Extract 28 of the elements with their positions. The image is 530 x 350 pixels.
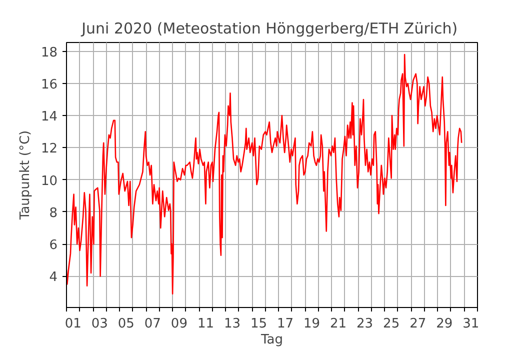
y-tick-label: 8 bbox=[49, 206, 58, 221]
x-tick-label: 11 bbox=[197, 316, 214, 332]
x-tick-label: 15 bbox=[250, 316, 268, 332]
x-tick-label: 19 bbox=[304, 316, 320, 332]
x-tick-label: 31 bbox=[462, 316, 480, 332]
x-tick-label: 17 bbox=[276, 316, 294, 332]
y-tick-label: 10 bbox=[40, 174, 58, 189]
line-series bbox=[66, 54, 462, 294]
x-tick-label: 03 bbox=[91, 316, 108, 332]
y-tick-label: 6 bbox=[49, 238, 58, 254]
y-tick-label: 18 bbox=[40, 45, 58, 60]
x-tick-label: 13 bbox=[224, 316, 240, 332]
x-tick-label: 01 bbox=[64, 316, 82, 332]
x-axis-title: Tag bbox=[260, 332, 284, 348]
chart-title: Juni 2020 (Meteostation Hönggerberg/ETH Zürich) bbox=[80, 20, 458, 38]
x-tick-label: 29 bbox=[436, 316, 453, 332]
x-tick-label: 21 bbox=[330, 316, 347, 332]
x-tick-label: 27 bbox=[410, 316, 426, 332]
x-tick-label: 23 bbox=[356, 316, 374, 332]
y-tick-label: 16 bbox=[40, 77, 58, 92]
x-tick-label: 05 bbox=[118, 316, 134, 332]
x-tick-label: 09 bbox=[170, 316, 188, 332]
y-tick-label: 14 bbox=[40, 110, 58, 125]
y-tick-label: 4 bbox=[49, 270, 58, 286]
x-tick-label: 07 bbox=[144, 316, 161, 332]
x-tick-label: 25 bbox=[383, 316, 400, 332]
y-axis-title: Taupunkt (°C) bbox=[18, 130, 33, 221]
y-tick-label: 12 bbox=[40, 142, 58, 157]
